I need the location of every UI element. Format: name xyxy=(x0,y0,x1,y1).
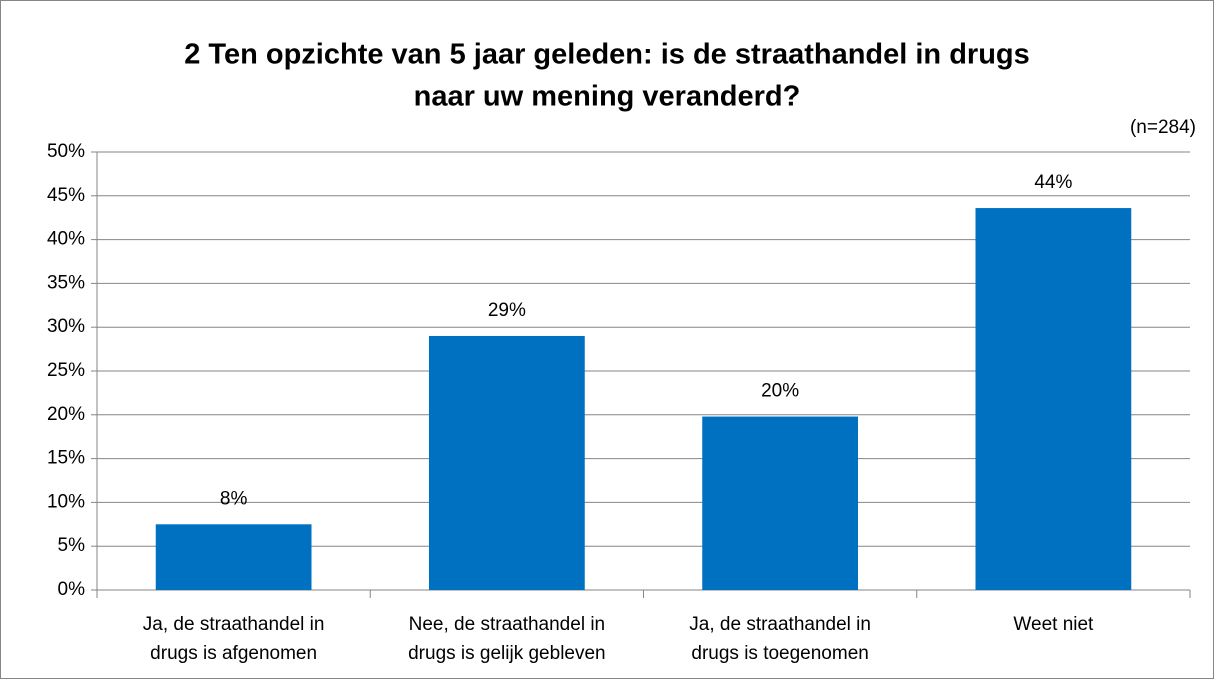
data-label: 20% xyxy=(761,381,799,402)
y-tick-label: 35% xyxy=(47,272,85,293)
bar xyxy=(155,524,312,590)
y-tick-label: 30% xyxy=(47,316,85,337)
annotation: (n=284) xyxy=(1130,117,1196,138)
x-tick-label: Ja, de straathandel in xyxy=(143,614,325,635)
x-tick-label: Ja, de straathandel in xyxy=(689,614,871,635)
y-tick-label: 5% xyxy=(58,535,86,556)
x-tick-label: Weet niet xyxy=(1013,614,1094,635)
chart-title: 2 Ten opzichte van 5 jaar geleden: is de… xyxy=(184,39,1030,71)
x-tick-label: drugs is afgenomen xyxy=(150,643,317,664)
y-tick-label: 20% xyxy=(47,404,85,425)
bar xyxy=(975,208,1132,590)
x-tick-label: drugs is gelijk gebleven xyxy=(408,643,606,664)
chart-title: naar uw mening veranderd? xyxy=(414,81,801,113)
bar xyxy=(702,416,859,590)
data-label: 44% xyxy=(1034,172,1072,193)
y-tick-label: 0% xyxy=(58,579,86,600)
data-label: 8% xyxy=(220,488,248,509)
x-tick-label: Nee, de straathandel in xyxy=(409,614,605,635)
y-tick-label: 50% xyxy=(47,141,85,162)
y-tick-label: 45% xyxy=(47,185,85,206)
bar xyxy=(428,335,585,590)
data-label: 29% xyxy=(488,300,526,321)
y-tick-label: 25% xyxy=(47,360,85,381)
y-tick-label: 10% xyxy=(47,491,85,512)
x-tick-label: drugs is toegenomen xyxy=(691,643,868,664)
y-tick-label: 15% xyxy=(47,448,85,469)
y-tick-label: 40% xyxy=(47,229,85,250)
